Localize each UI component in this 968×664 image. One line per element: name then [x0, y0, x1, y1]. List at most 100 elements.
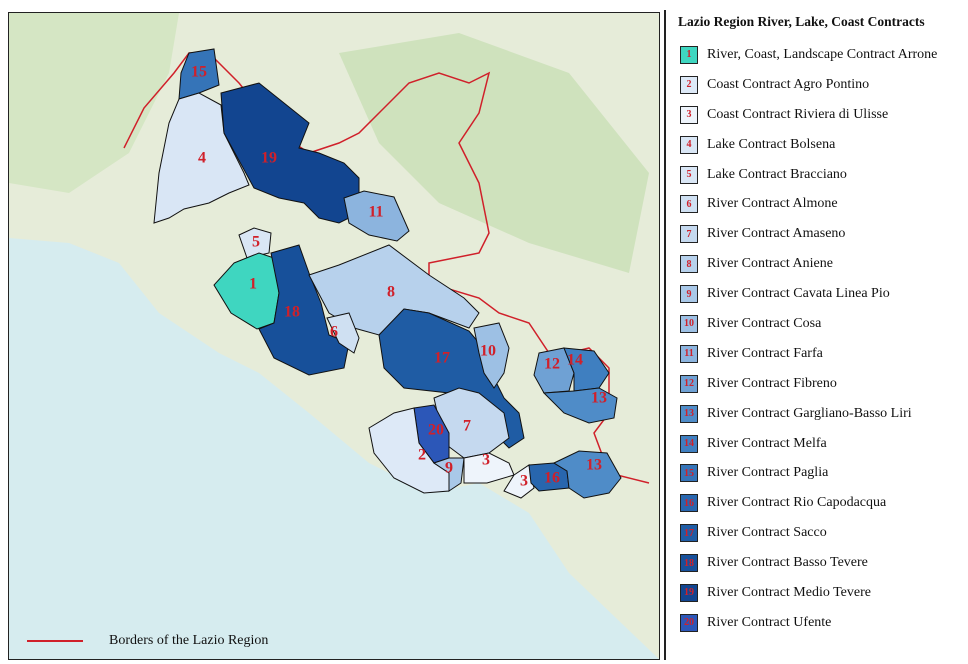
legend-swatch: 17	[680, 524, 698, 543]
legend-swatch: 14	[680, 434, 698, 453]
legend-item[interactable]: 11 River Contract Farfa	[672, 339, 964, 369]
legend-item[interactable]: 19 River Contract Medio Tevere	[672, 578, 964, 608]
legend-swatch: 4	[680, 135, 698, 154]
legend-label: River Contract Gargliano-Basso Liri	[707, 405, 912, 421]
legend-item[interactable]: 4 Lake Contract Bolsena	[672, 130, 964, 160]
map-label-12: 12	[544, 356, 560, 373]
map-label-16: 16	[544, 470, 560, 487]
legend-swatch: 18	[680, 554, 698, 573]
legend-item[interactable]: 10 River Contract Cosa	[672, 309, 964, 339]
map-label-15: 15	[191, 64, 207, 81]
region-3b[interactable]	[503, 464, 535, 499]
legend-label: Coast Contract Agro Pontino	[707, 76, 870, 92]
region-11[interactable]	[343, 190, 410, 242]
region-5[interactable]	[238, 227, 272, 259]
legend-title: Lazio Region River, Lake, Coast Contract…	[678, 14, 925, 29]
map-label-7: 7	[463, 418, 471, 435]
legend-label: River Contract Medio Tevere	[707, 584, 871, 600]
legend-item[interactable]: 14 River Contract Melfa	[672, 429, 964, 459]
legend-swatch: 5	[680, 165, 698, 184]
region-4[interactable]	[153, 92, 250, 224]
legend-item[interactable]: 16 River Contract Rio Capodacqua	[672, 488, 964, 518]
legend-label: Lake Contract Bolsena	[707, 136, 836, 152]
legend-label: River Contract Cavata Linea Pio	[707, 286, 890, 302]
lazio-map: 15 4 19 11 5 1 18 8 6 17 10 12 14 13 7 2…	[9, 13, 659, 659]
map-label-20: 20	[428, 422, 444, 439]
legend: Lazio Region River, Lake, Coast Contract…	[672, 14, 964, 638]
legend-item[interactable]: 13 River Contract Gargliano-Basso Liri	[672, 399, 964, 429]
map-label-3b: 3	[520, 473, 528, 490]
legend-item[interactable]: 12 River Contract Fibreno	[672, 369, 964, 399]
legend-item[interactable]: 3 Coast Contract Riviera di Ulisse	[672, 100, 964, 130]
legend-label: River Contract Rio Capodacqua	[707, 495, 887, 511]
legend-swatch: 7	[680, 225, 698, 244]
legend-swatch: 8	[680, 255, 698, 274]
legend-swatch: 15	[680, 464, 698, 483]
legend-item[interactable]: 15 River Contract Paglia	[672, 458, 964, 488]
legend-label: River Contract Aniene	[707, 256, 833, 272]
legend-label: River Contract Cosa	[707, 315, 822, 331]
region-10[interactable]	[473, 322, 510, 389]
legend-label: River Contract Fibreno	[707, 375, 837, 391]
map-label-10: 10	[480, 343, 496, 360]
map-label-1: 1	[249, 276, 257, 293]
map-label-11: 11	[368, 204, 383, 221]
map-label-9: 9	[445, 460, 453, 477]
map-label-4: 4	[198, 150, 206, 167]
map-label-17: 17	[434, 350, 450, 367]
map-label-18: 18	[284, 304, 300, 321]
legend-list: 1 River, Coast, Landscape Contract Arrone…	[672, 40, 964, 638]
region-18[interactable]	[258, 244, 350, 376]
legend-item[interactable]: 18 River Contract Basso Tevere	[672, 548, 964, 578]
legend-swatch: 12	[680, 374, 698, 393]
legend-label: River Contract Farfa	[707, 345, 823, 361]
legend-swatch: 9	[680, 285, 698, 304]
legend-swatch: 1	[680, 45, 698, 64]
legend-label: Coast Contract Riviera di Ulisse	[707, 106, 889, 122]
map-label-6: 6	[330, 324, 338, 341]
region-7[interactable]	[433, 387, 510, 459]
legend-swatch: 2	[680, 75, 698, 94]
legend-item[interactable]: 9 River Contract Cavata Linea Pio	[672, 279, 964, 309]
legend-label: River Contract Paglia	[707, 465, 829, 481]
legend-swatch: 20	[680, 613, 698, 632]
legend-swatch: 3	[680, 105, 698, 124]
region-9[interactable]	[432, 457, 465, 492]
map-label-2: 2	[418, 447, 426, 464]
map-label-3a: 3	[482, 452, 490, 469]
legend-item[interactable]: 20 River Contract Ufente	[672, 608, 964, 638]
legend-item[interactable]: 1 River, Coast, Landscape Contract Arrone	[672, 40, 964, 70]
legend-swatch: 11	[680, 344, 698, 363]
region-13b[interactable]	[552, 450, 622, 499]
legend-swatch: 16	[680, 494, 698, 513]
borders-key: Borders of the Lazio Region	[27, 633, 268, 649]
region-6[interactable]	[326, 312, 360, 354]
map-label-5: 5	[252, 234, 260, 251]
map-label-14: 14	[567, 352, 583, 369]
legend-label: River, Coast, Landscape Contract Arrone	[707, 46, 938, 62]
land-green-patch	[9, 13, 179, 193]
border-line-swatch	[27, 640, 83, 642]
legend-item[interactable]: 2 Coast Contract Agro Pontino	[672, 70, 964, 100]
legend-item[interactable]: 8 River Contract Aniene	[672, 249, 964, 279]
legend-label: River Contract Amaseno	[707, 226, 846, 242]
legend-item[interactable]: 5 Lake Contract Bracciano	[672, 160, 964, 190]
legend-item[interactable]: 17 River Contract Sacco	[672, 518, 964, 548]
legend-divider	[664, 10, 666, 660]
map-label-19: 19	[261, 150, 277, 167]
legend-label: Lake Contract Bracciano	[707, 166, 847, 182]
land-green-patch	[339, 33, 649, 273]
map-label-13a: 13	[591, 390, 607, 407]
legend-swatch: 13	[680, 404, 698, 423]
legend-label: River Contract Almone	[707, 196, 838, 212]
legend-label: River Contract Ufente	[707, 614, 832, 630]
legend-item[interactable]: 6 River Contract Almone	[672, 189, 964, 219]
legend-item[interactable]: 7 River Contract Amaseno	[672, 219, 964, 249]
borders-label: Borders of the Lazio Region	[109, 633, 269, 648]
map-panel[interactable]: 15 4 19 11 5 1 18 8 6 17 10 12 14 13 7 2…	[8, 12, 660, 660]
legend-swatch: 19	[680, 583, 698, 602]
map-label-8: 8	[387, 284, 395, 301]
region-13a[interactable]	[542, 387, 618, 424]
legend-label: River Contract Melfa	[707, 435, 827, 451]
map-label-13b: 13	[586, 457, 602, 474]
